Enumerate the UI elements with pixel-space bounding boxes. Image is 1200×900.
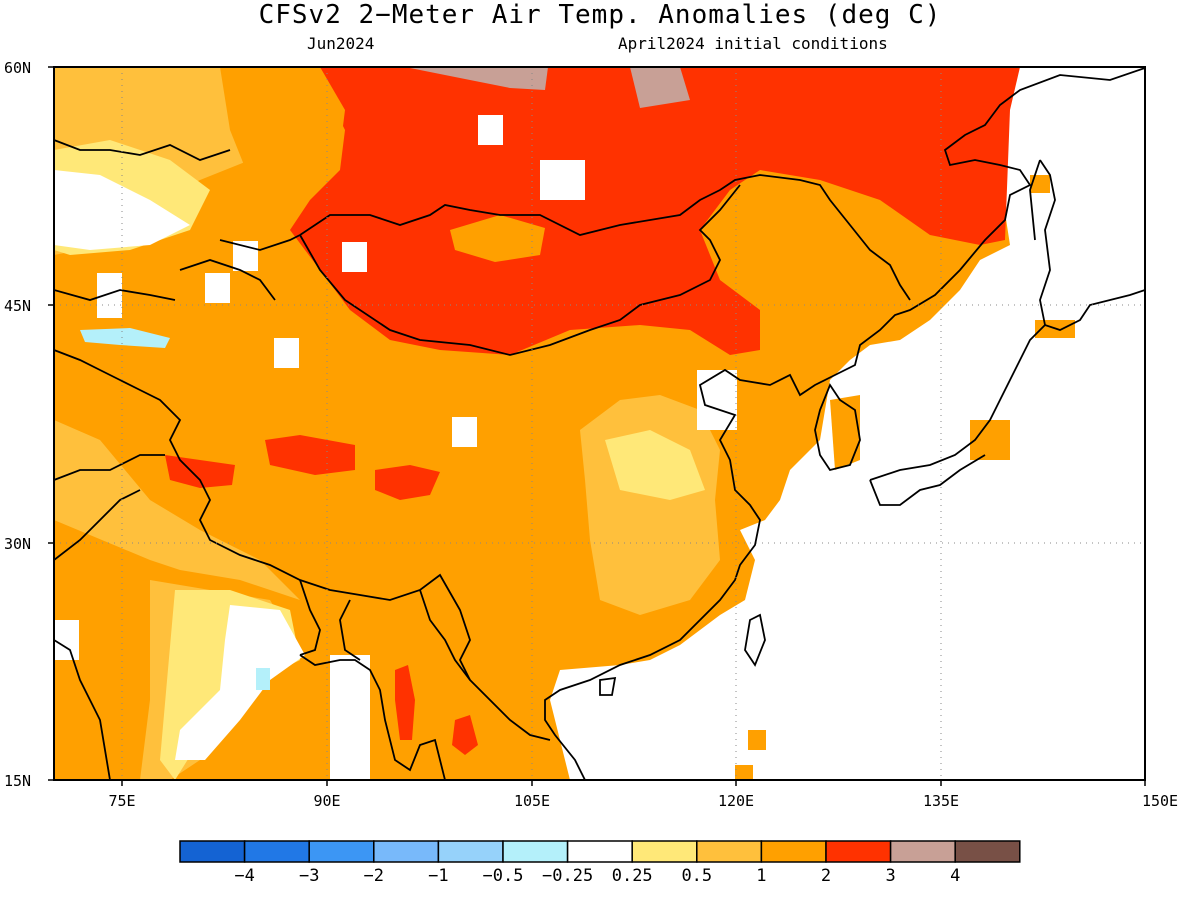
anomaly-field-philippines-n [735, 765, 753, 780]
anomaly-field-neutral-india-east-strip [330, 655, 370, 780]
initial-conditions: April2024 initial conditions [618, 34, 888, 53]
colorbar-label: 4 [950, 866, 960, 886]
map-frame [53, 66, 1146, 781]
anomaly-field-1-2-hole [450, 215, 545, 262]
india-west-cell [54, 620, 79, 660]
colorbar-label: 0.5 [681, 866, 712, 886]
colorbar-label: −0.25 [542, 866, 593, 886]
colorbar-swatch [179, 840, 246, 863]
anomaly-field-neutral-india [175, 605, 305, 760]
colorbar-swatch [308, 840, 375, 863]
lake-baikal-cell [540, 160, 585, 200]
lake-cell-4 [452, 417, 477, 447]
anomaly-field-2-3-mongolia [220, 67, 1020, 355]
lake-cell-6 [205, 273, 230, 303]
coastlines [54, 67, 1145, 780]
lon-label-105e: 105E [514, 792, 550, 810]
colorbar-label: −1 [428, 866, 448, 886]
colorbar-swatch [696, 840, 763, 863]
colorbar-swatch [825, 840, 892, 863]
colorbar-label: 0.25 [612, 866, 653, 886]
anomaly-fields [54, 67, 1145, 780]
anomaly-field-3-4 [405, 67, 548, 90]
anomaly-field-2-3-thailand [452, 715, 478, 755]
anomaly-field-japan-land [830, 395, 860, 470]
anomaly-field-japan-land-2 [970, 420, 1010, 460]
lake-balkhash [80, 328, 170, 348]
anomaly-field-sakhalin [1030, 175, 1050, 193]
colorbar-swatch [889, 840, 956, 863]
colorbar-swatch [760, 840, 827, 863]
colorbar-swatch [954, 840, 1021, 863]
anomaly-field-3-4-b [630, 67, 690, 108]
colorbar-swatch [566, 840, 633, 863]
lake-cell-1 [478, 115, 503, 145]
colorbar-swatch [243, 840, 310, 863]
lat-label-30n: 30N [4, 535, 31, 553]
lake-cell-2 [342, 242, 367, 272]
colorbar-swatch [437, 840, 504, 863]
tick-marks [48, 66, 1146, 786]
colorbar-swatch [373, 840, 440, 863]
colorbar-label: −0.5 [483, 866, 524, 886]
gridlines [54, 67, 1145, 780]
lon-label-90e: 90E [313, 792, 340, 810]
lat-label-60n: 60N [4, 59, 31, 77]
lon-label-135e: 135E [923, 792, 959, 810]
anomaly-field-taiwan [748, 730, 766, 750]
colorbar: −4 −3 −2 −1 −0.5 −0.25 0.25 0.5 1 2 3 4 [179, 840, 1021, 886]
colorbar-swatch [502, 840, 569, 863]
anomaly-field-1-2-west-mongolia [220, 67, 345, 200]
light-blue-cell-india [256, 668, 270, 690]
lon-label-150e: 150E [1142, 792, 1178, 810]
colorbar-swatch [631, 840, 698, 863]
lat-label-15n: 15N [4, 772, 31, 790]
colorbar-label: 2 [821, 866, 831, 886]
anomaly-field-0-25-0-5-china [605, 430, 705, 500]
colorbar-label: −2 [364, 866, 384, 886]
anomaly-field-2-3-myanmar [395, 665, 415, 740]
map-title: CFSv2 2−Meter Air Temp. Anomalies (deg C… [258, 0, 942, 30]
forecast-month: Jun2024 [307, 34, 375, 53]
anomaly-field-2-3-tibet-2 [375, 465, 440, 500]
lon-label-120e: 120E [718, 792, 754, 810]
lake-cell-3 [274, 338, 299, 368]
colorbar-label: −4 [234, 866, 254, 886]
colorbar-label: −3 [299, 866, 319, 886]
anomaly-field-2-3-tibet [265, 435, 355, 475]
lat-label-45n: 45N [4, 297, 31, 315]
colorbar-label: 3 [885, 866, 895, 886]
colorbar-label: 1 [756, 866, 766, 886]
lon-label-75e: 75E [108, 792, 135, 810]
anomaly-field-neutral-kazakh [54, 170, 190, 250]
